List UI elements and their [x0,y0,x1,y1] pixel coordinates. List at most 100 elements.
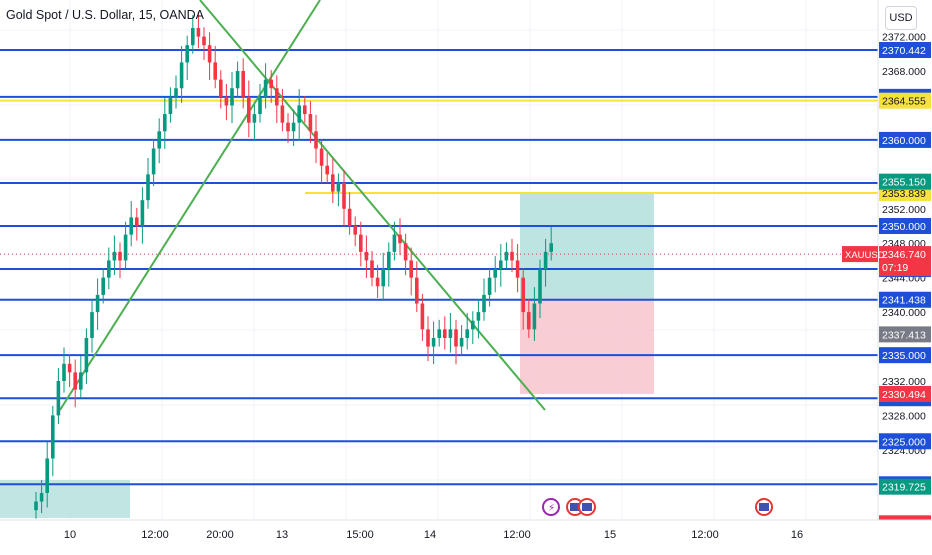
price-tick-label: 2372.000 [882,32,926,44]
candle-body [263,79,268,97]
red-price-badge-text: 2330.494 [882,389,926,401]
price-level-badge-text: 2325.000 [882,436,926,448]
candle-body [252,114,257,123]
flag-icon [582,503,592,511]
price-level-badge-text: 2350.000 [882,221,926,233]
candle-body [291,122,296,132]
candle-body [79,372,83,390]
candle-body [347,208,352,227]
symbol-tag-text: XAUUSD [845,250,885,261]
current-price-badge [879,246,931,277]
candle-body [241,71,245,97]
candle-body [213,62,217,80]
candle-body [269,79,273,89]
candle-body [151,148,156,175]
candle-body [415,277,419,304]
candle-body [280,105,285,123]
profit-zone [520,192,654,300]
candle-body [129,217,133,235]
candle-body [39,492,44,502]
yellow-price-badge [879,92,931,109]
price-level-badge [879,291,931,308]
gray-price-badge [879,326,931,343]
candle-body [157,131,161,149]
candle-body [235,71,240,89]
flag-icon [570,503,580,511]
profit-zone-left [0,480,130,518]
candle-body [443,329,447,338]
candle-body [118,251,122,261]
candle-body [219,79,223,97]
candle-body [543,251,548,270]
candle-body [62,363,66,381]
time-axis-label: 12:00 [141,529,169,541]
price-level-badge [879,433,931,450]
trend-line-down[interactable] [199,0,546,411]
candle-body [101,277,105,295]
price-level-badge-text: 2360.000 [882,135,926,147]
candle-body [123,234,128,261]
time-axis-label: 13 [276,529,288,541]
price-level-badge [879,131,931,148]
candle-body [499,260,503,270]
trend-line-up[interactable] [59,0,321,411]
time-axis-label: 12:00 [503,529,531,541]
price-level-badge-text: 2341.438 [882,295,926,307]
candle-body [381,269,385,287]
currency-button[interactable]: USD [885,6,917,30]
candle-body [51,415,55,459]
candle-body [482,294,486,313]
candle-body [191,27,195,46]
time-axis[interactable] [0,520,932,550]
candle-body [426,329,430,347]
candle-body [527,312,531,330]
candle-body [112,251,117,261]
candle-body [476,312,481,321]
candle-body [168,96,173,115]
candle-body [73,372,77,390]
candle-body [146,174,150,201]
chart-title: Gold Spot / U.S. Dollar, 15, OANDA [6,8,204,22]
candle-body [308,114,313,132]
candle-body [420,303,425,330]
green-price-badge-text: 2355.150 [882,177,926,189]
candle-body [179,62,184,89]
candle-body [107,260,111,278]
candle-body [224,96,229,106]
time-axis-label: 15 [604,529,616,541]
candle-body [342,182,346,209]
price-tick-label: 2328.000 [882,410,926,422]
candle-body [34,501,38,511]
candle-body [230,88,234,106]
candle-body [174,88,178,97]
candle-body [247,96,251,123]
candle-body [510,251,514,261]
candle-body [465,329,469,338]
candle-body [196,27,201,37]
gray-price-badge-text: 2337.413 [882,329,926,341]
candle-body [437,329,441,338]
price-level-badge [879,42,931,58]
candle-body [398,234,402,244]
candle-body [521,277,525,313]
candle-body [314,131,318,149]
candle-body [336,182,341,192]
countdown-text: 07:19 [882,262,908,274]
price-tick-label: 2332.000 [882,376,926,388]
price-tick-label: 2368.000 [882,66,926,78]
green-price-badge [879,478,931,495]
symbol-tag [842,246,878,263]
lightning-icon: ⚡ [548,503,555,514]
candle-body [297,105,301,123]
candle-body [353,226,357,235]
candle-body [487,277,492,295]
event-icon[interactable] [542,498,560,516]
current-price-text: 2346.740 [882,249,926,261]
candle-body [364,251,369,261]
candle-body [387,251,391,270]
candle-body [90,312,94,338]
candle-body [448,329,453,338]
candle-body [392,234,397,252]
